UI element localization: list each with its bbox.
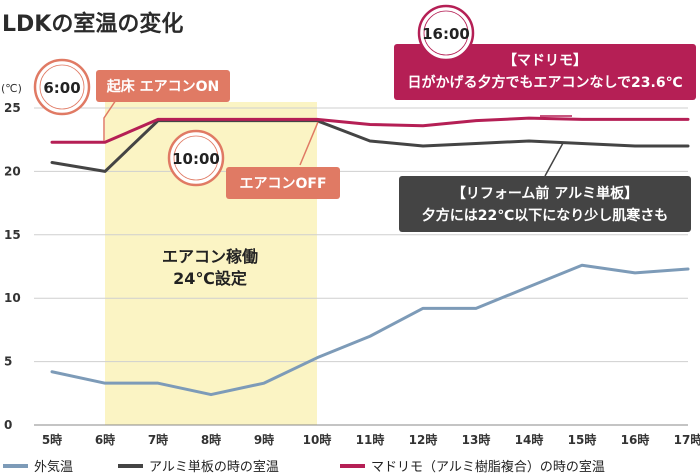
- x-tick-label: 14時: [515, 432, 544, 447]
- x-tick-label: 13時: [462, 432, 491, 447]
- madorimo-label-text: 日がかげる夕方でもエアコンなしで23.6℃: [407, 74, 682, 91]
- y-tick-label: 5: [4, 355, 12, 369]
- madorimo-label-title: 【マドリモ】: [503, 53, 587, 69]
- clock-label-10: 10:00: [172, 150, 220, 168]
- off-label-box: [226, 167, 340, 199]
- x-tick-label: 11時: [356, 432, 385, 447]
- y-tick-label: 20: [4, 164, 21, 178]
- off-pointer: [299, 121, 319, 166]
- wake-pointer: [103, 99, 117, 141]
- off-label: エアコンOFF: [239, 176, 326, 192]
- band-label-line2: 24℃設定: [173, 269, 247, 288]
- x-tick-label: 7時: [148, 432, 168, 447]
- y-tick-label: 10: [4, 291, 21, 305]
- reform-label-box: [399, 176, 691, 232]
- x-tick-label: 5時: [42, 432, 62, 447]
- clock-icon: 10:00: [167, 129, 225, 187]
- legend-label-madorimo: マドリモ（アルミ樹脂複合）の時の室温: [371, 459, 605, 475]
- y-axis-ticks: 0 5 10 15 20 25: [4, 101, 21, 432]
- legend: 外気温 アルミ単板の時の室温 マドリモ（アルミ樹脂複合）の時の室温: [3, 459, 605, 475]
- x-tick-label: 17時: [674, 432, 700, 447]
- series-line-madorimo: [50, 116, 690, 144]
- wake-label-box: [96, 70, 230, 102]
- x-tick-label: 6時: [95, 432, 115, 447]
- clock-icon: 16:00: [417, 4, 475, 62]
- series-lines: [50, 116, 690, 397]
- grid-lines: [34, 107, 688, 426]
- chart-title: LDKの室温の変化: [2, 11, 183, 37]
- reform-label-text: 夕方には22℃以下になり少し肌寒さも: [422, 207, 668, 224]
- x-tick-label: 12時: [409, 432, 438, 447]
- y-axis-unit: (℃): [1, 82, 22, 95]
- reform-pointer: [544, 142, 564, 177]
- y-tick-label: 15: [4, 228, 21, 242]
- series-line-outdoor: [50, 263, 690, 397]
- wake-label: 起床 エアコンON: [106, 78, 220, 95]
- madorimo-label-box: [394, 44, 696, 100]
- x-tick-label: 16時: [621, 432, 650, 447]
- band-label-line1: エアコン稼働: [162, 247, 258, 266]
- legend-label-outdoor: 外気温: [34, 459, 73, 475]
- reform-label-title: 【リフォーム前 アルミ単板】: [452, 185, 638, 202]
- y-tick-label: 25: [4, 101, 21, 115]
- x-axis-ticks: 5時 6時 7時 8時 9時 10時 11時 12時 13時 14時 15時 16時 17時: [42, 432, 700, 447]
- x-tick-label: 15時: [568, 432, 597, 447]
- clock-label-6: 6:00: [43, 79, 80, 97]
- y-tick-label: 0: [4, 418, 12, 432]
- clock-icon: 6:00: [33, 58, 91, 116]
- x-tick-label: 10時: [303, 432, 332, 447]
- legend-label-aluminum: アルミ単板の時の室温: [149, 459, 279, 475]
- x-tick-label: 8時: [201, 432, 221, 447]
- clock-label-16: 16:00: [422, 25, 470, 43]
- x-tick-label: 9時: [254, 432, 274, 447]
